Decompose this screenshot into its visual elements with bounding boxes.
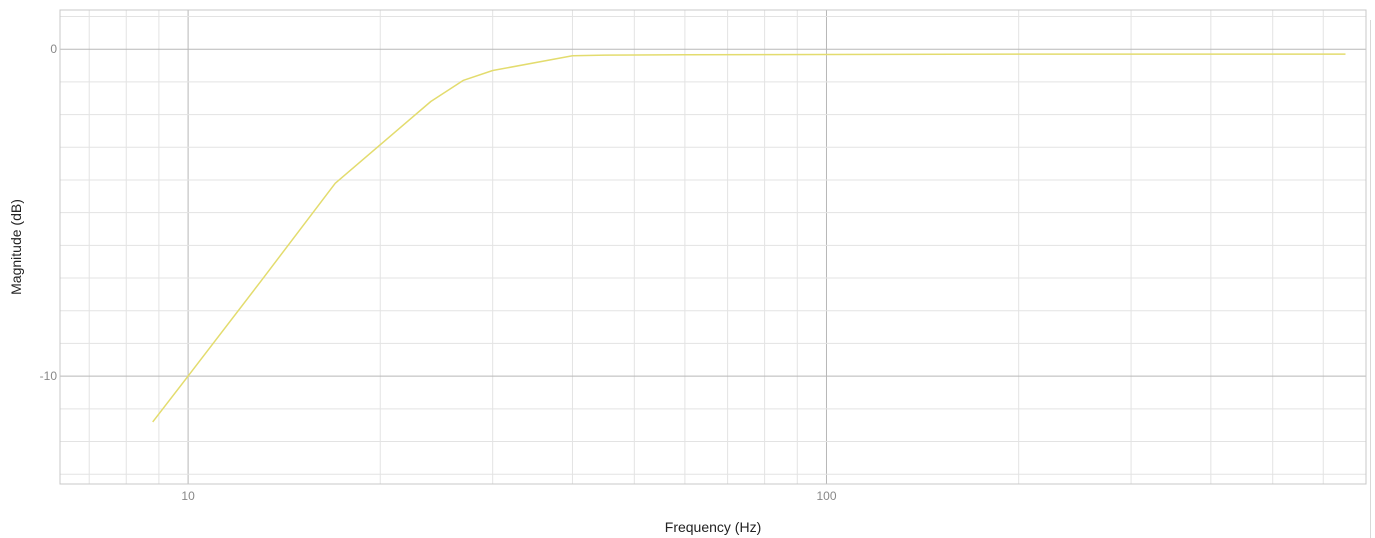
right-edge-divider bbox=[1370, 20, 1371, 538]
y-tick-label: 0 bbox=[50, 42, 57, 56]
grid bbox=[60, 10, 1367, 484]
x-tick-label: 100 bbox=[816, 489, 836, 503]
x-tick-label: 10 bbox=[181, 489, 195, 503]
tick-labels: 10 100 0 -10 bbox=[40, 42, 837, 503]
x-axis-label: Frequency (Hz) bbox=[665, 519, 761, 535]
y-axis-label: Magnitude (dB) bbox=[8, 199, 24, 295]
y-tick-label: -10 bbox=[40, 369, 58, 383]
plot-frame bbox=[59, 9, 1367, 485]
series-layer bbox=[152, 53, 1346, 423]
series-line bbox=[152, 53, 1346, 423]
